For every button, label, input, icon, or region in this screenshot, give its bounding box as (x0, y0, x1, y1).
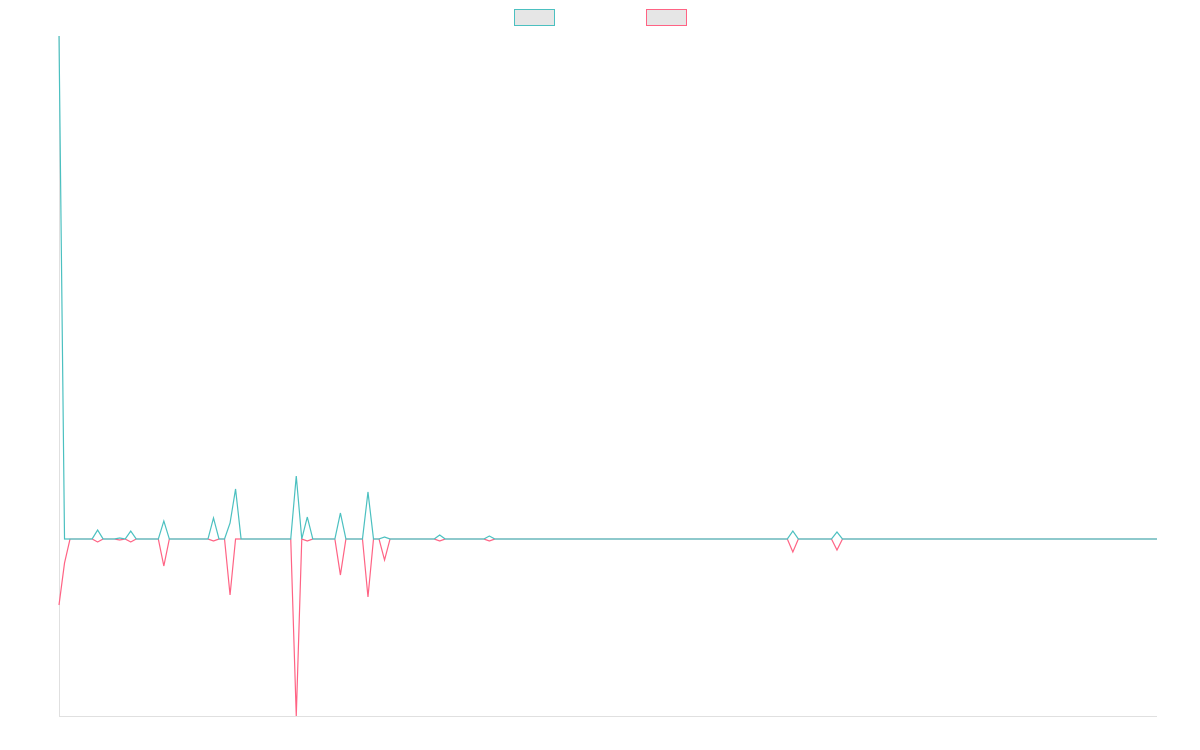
legend-swatch (514, 9, 555, 26)
series-line (58, 538, 1157, 717)
legend-swatch (646, 9, 687, 26)
series-line (58, 35, 1157, 540)
